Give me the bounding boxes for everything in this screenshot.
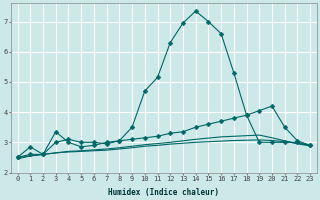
X-axis label: Humidex (Indice chaleur): Humidex (Indice chaleur)	[108, 188, 220, 197]
